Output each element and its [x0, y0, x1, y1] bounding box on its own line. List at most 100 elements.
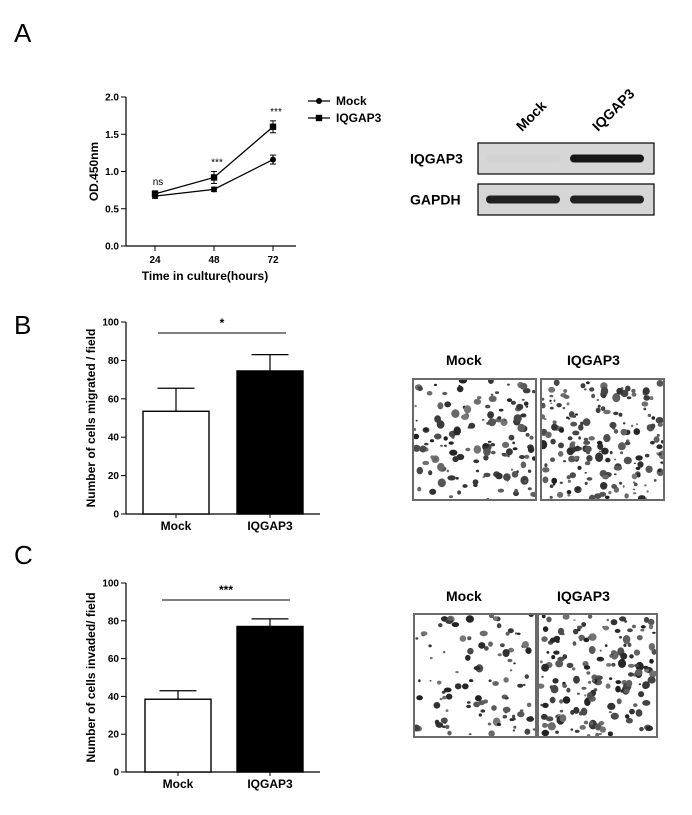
y-tick-label: 20 — [108, 730, 120, 741]
cell-speck — [490, 393, 494, 396]
cell-speck — [642, 387, 650, 395]
cell-speck — [613, 465, 623, 471]
cell-speck — [503, 677, 509, 683]
cell-speck — [648, 618, 655, 626]
cell-speck — [563, 389, 568, 393]
cell-speck — [414, 428, 417, 431]
cell-speck — [566, 687, 571, 693]
cell-speck — [542, 440, 548, 450]
cell-speck — [546, 651, 550, 654]
cell-speck — [449, 449, 458, 456]
cell-speck — [624, 441, 631, 446]
cell-speck — [559, 714, 567, 723]
cell-speck — [611, 653, 614, 656]
cell-texture — [414, 380, 535, 499]
cell-speck — [483, 447, 491, 456]
cell-speck — [487, 418, 497, 427]
cell-speck — [651, 416, 656, 420]
significance-label: *** — [270, 107, 282, 118]
y-tick-label: 2.0 — [105, 93, 119, 104]
cell-speck — [502, 649, 510, 657]
cell-speck — [526, 716, 535, 722]
cell-speck — [484, 646, 489, 651]
cell-speck — [609, 450, 613, 455]
cell-speck — [473, 459, 480, 464]
cell-speck — [573, 446, 581, 452]
cell-speck — [417, 386, 423, 392]
legend-marker-square — [315, 114, 323, 122]
cell-speck — [541, 729, 550, 736]
cell-speck — [517, 423, 526, 433]
cell-speck — [551, 423, 558, 431]
cell-speck — [625, 717, 633, 724]
x-tick-label: Mock — [161, 519, 192, 533]
cell-speck — [551, 655, 556, 660]
cell-speck — [545, 431, 552, 438]
cell-speck — [633, 703, 638, 707]
cell-speck — [608, 491, 612, 495]
cell-speck — [609, 677, 613, 680]
cell-speck — [527, 469, 532, 473]
cell-speck — [524, 674, 529, 679]
y-tick-label: 100 — [102, 579, 119, 590]
cell-speck — [531, 390, 535, 394]
cell-speck — [555, 730, 559, 734]
bar-mock — [144, 698, 212, 773]
y-tick-label: 1.0 — [105, 167, 119, 178]
cell-speck — [429, 656, 433, 660]
cell-speck — [525, 647, 532, 654]
cell-speck — [466, 704, 472, 709]
cell-speck — [631, 388, 636, 393]
cell-speck — [563, 394, 570, 399]
cell-speck — [566, 490, 572, 495]
cell-speck — [443, 721, 447, 724]
cell-speck — [550, 457, 555, 462]
cell-speck — [480, 709, 486, 713]
y-axis-label: Number of cells migrated / field — [84, 329, 98, 508]
cell-texture — [539, 615, 656, 736]
cell-speck — [494, 391, 500, 394]
cell-speck — [613, 458, 617, 461]
cell-speck — [643, 665, 649, 670]
blot-row-label-iqgap3: IQGAP3 — [410, 151, 463, 167]
cell-speck — [488, 380, 494, 384]
cell-speck — [457, 490, 462, 495]
cell-speck — [606, 618, 609, 622]
cell-speck — [483, 445, 488, 449]
cell-speck — [505, 631, 510, 636]
cell-speck — [599, 649, 602, 652]
cell-speck — [609, 421, 617, 429]
cell-speck — [636, 423, 638, 426]
x-axis-label: Time in culture(hours) — [142, 269, 268, 283]
cell-speck — [495, 472, 503, 480]
cell-speck — [631, 624, 637, 629]
cell-speck — [648, 624, 654, 630]
cell-speck — [502, 714, 507, 719]
cell-speck — [653, 436, 660, 443]
cell-speck — [447, 616, 453, 621]
cell-speck — [586, 477, 593, 481]
bar-iqgap3 — [236, 370, 304, 515]
cell-speck — [620, 652, 628, 660]
cell-speck — [567, 493, 571, 497]
significance-label: ns — [153, 177, 164, 188]
cell-speck — [559, 709, 564, 713]
cell-speck — [481, 418, 485, 421]
cell-speck — [620, 451, 624, 455]
cell-speck — [513, 414, 522, 423]
cell-speck — [559, 481, 563, 484]
cell-speck — [508, 647, 514, 653]
cell-speck — [584, 461, 591, 466]
cell-speck — [619, 481, 623, 485]
cell-speck — [603, 409, 611, 415]
blot-band — [486, 154, 560, 163]
cell-speck — [502, 441, 510, 448]
cell-speck — [601, 447, 609, 455]
cell-speck — [568, 455, 576, 463]
cell-speck — [608, 711, 612, 714]
cell-speck — [573, 456, 578, 461]
cell-speck — [624, 714, 630, 719]
y-tick-label: 0 — [113, 510, 119, 521]
cell-speck — [523, 401, 529, 407]
cell-speck — [483, 455, 489, 461]
